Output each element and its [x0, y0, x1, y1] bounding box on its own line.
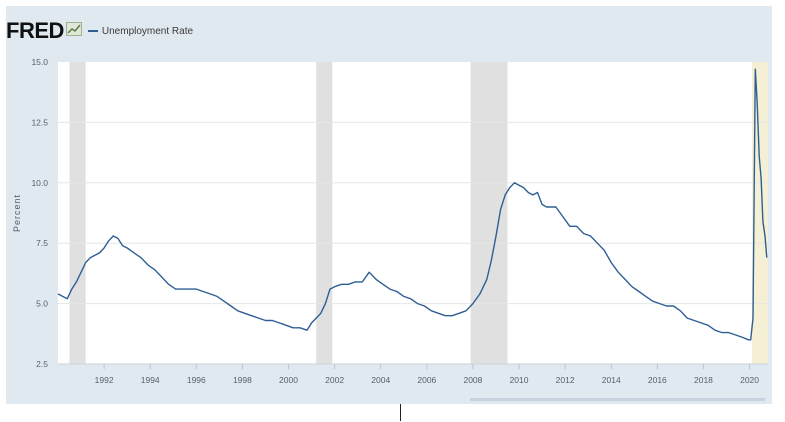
x-tick-label: 2008 [463, 375, 482, 385]
series-line-unemployment-rate [57, 68, 768, 341]
highlight-band [751, 62, 768, 364]
x-tick-label: 1992 [95, 375, 114, 385]
x-tick-label: 2018 [694, 375, 713, 385]
chart-legend[interactable]: Unemployment Rate [87, 25, 194, 37]
x-tick-label: 2004 [371, 375, 390, 385]
x-tick-label: 2016 [648, 375, 667, 385]
x-tick-label: 2010 [510, 375, 529, 385]
mouse-cursor [400, 404, 401, 421]
fred-logo[interactable]: FRED [6, 18, 64, 43]
x-tick-label: 1998 [233, 375, 252, 385]
plot-area [58, 62, 768, 364]
x-tick-label: 2012 [556, 375, 575, 385]
recession-band [316, 62, 333, 364]
y-tick-label: 5.0 [36, 299, 48, 309]
y-tick-label: 12.5 [31, 117, 48, 127]
y-tick-label: 15.0 [31, 57, 48, 67]
x-tick-label: 1994 [141, 375, 160, 385]
x-tick-label: 2002 [325, 375, 344, 385]
legend-swatch [87, 30, 98, 32]
y-tick-label: 10.0 [31, 178, 48, 188]
x-tick-label: 2000 [279, 375, 298, 385]
legend-label: Unemployment Rate [101, 25, 194, 37]
chart-header: FRED Unemployment Rate [6, 16, 193, 46]
x-tick-label: 1996 [187, 375, 206, 385]
x-tick-label: 2020 [740, 375, 759, 385]
range-navigator-strip[interactable] [470, 398, 765, 401]
recession-band [470, 62, 508, 364]
y-tick-label: 2.5 [36, 359, 48, 369]
y-axis-title: Percent [12, 194, 22, 232]
x-tick-label: 2014 [602, 375, 621, 385]
chart-line-icon [65, 21, 82, 41]
recession-band [69, 62, 86, 364]
x-tick-label: 2006 [417, 375, 436, 385]
y-tick-label: 7.5 [36, 238, 48, 248]
